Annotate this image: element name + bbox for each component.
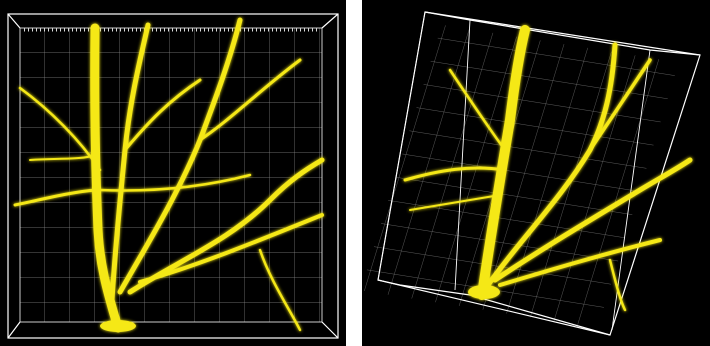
box-back — [377, 11, 701, 336]
dendrite — [18, 86, 102, 172]
dendrite — [90, 23, 123, 333]
dendrite — [258, 248, 302, 332]
box-outer — [7, 13, 339, 339]
dendrite — [198, 58, 302, 142]
soma — [100, 320, 136, 332]
dendrite — [492, 157, 693, 283]
dendrites — [13, 17, 325, 333]
bounding-box — [7, 13, 339, 339]
dendrite — [138, 213, 324, 284]
box-inner — [19, 27, 323, 323]
right-view — [360, 0, 710, 346]
bounding-box — [377, 11, 701, 336]
grid — [20, 28, 322, 322]
dendrite — [448, 68, 507, 152]
dendrite — [29, 154, 97, 161]
dendrite — [13, 188, 98, 207]
soma — [468, 285, 500, 299]
box-edges — [377, 11, 651, 331]
dendrite — [403, 166, 507, 182]
grid — [360, 24, 679, 328]
box-edges — [7, 13, 339, 339]
dendrite — [409, 194, 501, 211]
grid-group — [360, 24, 679, 328]
dendrites — [403, 25, 693, 312]
dendrite — [123, 78, 202, 152]
dendrite — [477, 25, 530, 300]
dendrite — [498, 238, 662, 287]
dendrite — [485, 42, 618, 288]
left-view — [0, 0, 346, 346]
dendrite — [608, 258, 627, 312]
dendrite — [127, 157, 325, 295]
dendrite — [98, 173, 252, 192]
dendrite — [588, 58, 652, 152]
